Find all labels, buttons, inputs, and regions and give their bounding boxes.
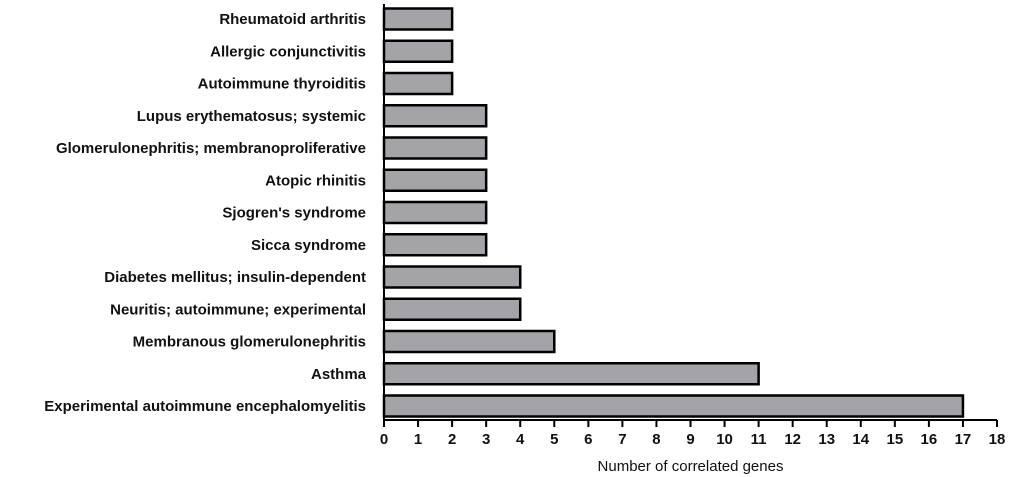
category-label-asthma: Asthma bbox=[311, 366, 367, 383]
category-labels: Rheumatoid arthritis Allergic conjunctivi… bbox=[44, 11, 366, 415]
category-label-rheumatoid-arthritis: Rheumatoid arthritis bbox=[219, 11, 366, 28]
category-label-allergic-conjunctivitis: Allergic conjunctivitis bbox=[210, 43, 366, 60]
x-axis-title: Number of correlated genes bbox=[598, 458, 784, 475]
x-tick-label-6: 6 bbox=[584, 431, 592, 448]
x-tick-label-15: 15 bbox=[886, 431, 903, 448]
x-tick-label-9: 9 bbox=[686, 431, 694, 448]
x-tick-label-8: 8 bbox=[652, 431, 660, 448]
category-label-neuritis-autoimmune-experimental: Neuritis; autoimmune; experimental bbox=[110, 301, 366, 318]
x-tick-label-10: 10 bbox=[716, 431, 733, 448]
bar-rheumatoid-arthritis bbox=[382, 7, 454, 31]
category-label-experimental-autoimmune-encephalomyelitis: Experimental autoimmune encephalomyeliti… bbox=[44, 398, 366, 415]
x-tick-label-1: 1 bbox=[414, 431, 422, 448]
bar-sjogren-s-syndrome bbox=[382, 200, 488, 225]
bar-lupus-erythematosus-systemic bbox=[382, 104, 488, 128]
x-tick-label-18: 18 bbox=[989, 431, 1006, 448]
x-tick-label-7: 7 bbox=[618, 431, 626, 448]
x-tick-label-3: 3 bbox=[482, 431, 490, 448]
bar-atopic-rhinitis bbox=[382, 168, 488, 192]
category-label-diabetes-mellitus-insulin-dependent: Diabetes mellitus; insulin-dependent bbox=[104, 269, 366, 286]
x-axis: 0 1 2 3 4 5 6 7 8 9 10 11 12 13 14 15 16 17 18 bbox=[380, 4, 1006, 448]
x-tick-label-12: 12 bbox=[784, 431, 801, 448]
category-label-sjogren-s-syndrome: Sjogren's syndrome bbox=[222, 205, 366, 222]
bar-membranous-glomerulonephritis bbox=[382, 329, 556, 354]
x-tick-label-14: 14 bbox=[852, 431, 869, 448]
bar-autoimmune-thyroiditis bbox=[382, 71, 454, 96]
category-label-glomerulonephritis-membranoproliferative: Glomerulonephritis; membranoproliferativ… bbox=[56, 140, 366, 157]
x-tick-label-2: 2 bbox=[448, 431, 456, 448]
bar-experimental-autoimmune-encephalomyelitis bbox=[382, 394, 965, 418]
category-label-lupus-erythematosus-systemic: Lupus erythematosus; systemic bbox=[137, 108, 366, 125]
x-tick-label-17: 17 bbox=[955, 431, 972, 448]
bar-diabetes-mellitus-insulin-dependent bbox=[382, 265, 522, 289]
bar-neuritis-autoimmune-experimental bbox=[382, 297, 522, 321]
category-label-membranous-glomerulonephritis: Membranous glomerulonephritis bbox=[133, 334, 366, 351]
bars-layer bbox=[382, 7, 965, 418]
category-label-autoimmune-thyroiditis: Autoimmune thyroiditis bbox=[198, 76, 366, 93]
x-tick-label-4: 4 bbox=[516, 431, 525, 448]
x-tick-label-0: 0 bbox=[380, 431, 388, 448]
x-tick-label-13: 13 bbox=[818, 431, 835, 448]
bar-glomerulonephritis-membranoproliferative bbox=[382, 136, 488, 160]
category-label-sicca-syndrome: Sicca syndrome bbox=[251, 237, 366, 254]
bar-allergic-conjunctivitis bbox=[382, 39, 454, 63]
bar-asthma bbox=[382, 362, 760, 386]
category-label-atopic-rhinitis: Atopic rhinitis bbox=[265, 172, 366, 189]
x-tick-label-11: 11 bbox=[751, 431, 767, 448]
bar-sicca-syndrome bbox=[382, 233, 488, 257]
x-tick-label-5: 5 bbox=[550, 431, 558, 448]
x-tick-label-16: 16 bbox=[921, 431, 938, 448]
